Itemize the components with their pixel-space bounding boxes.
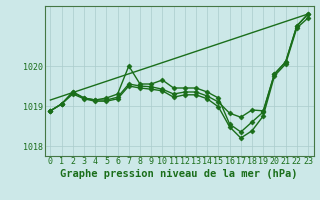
X-axis label: Graphe pression niveau de la mer (hPa): Graphe pression niveau de la mer (hPa) bbox=[60, 169, 298, 179]
